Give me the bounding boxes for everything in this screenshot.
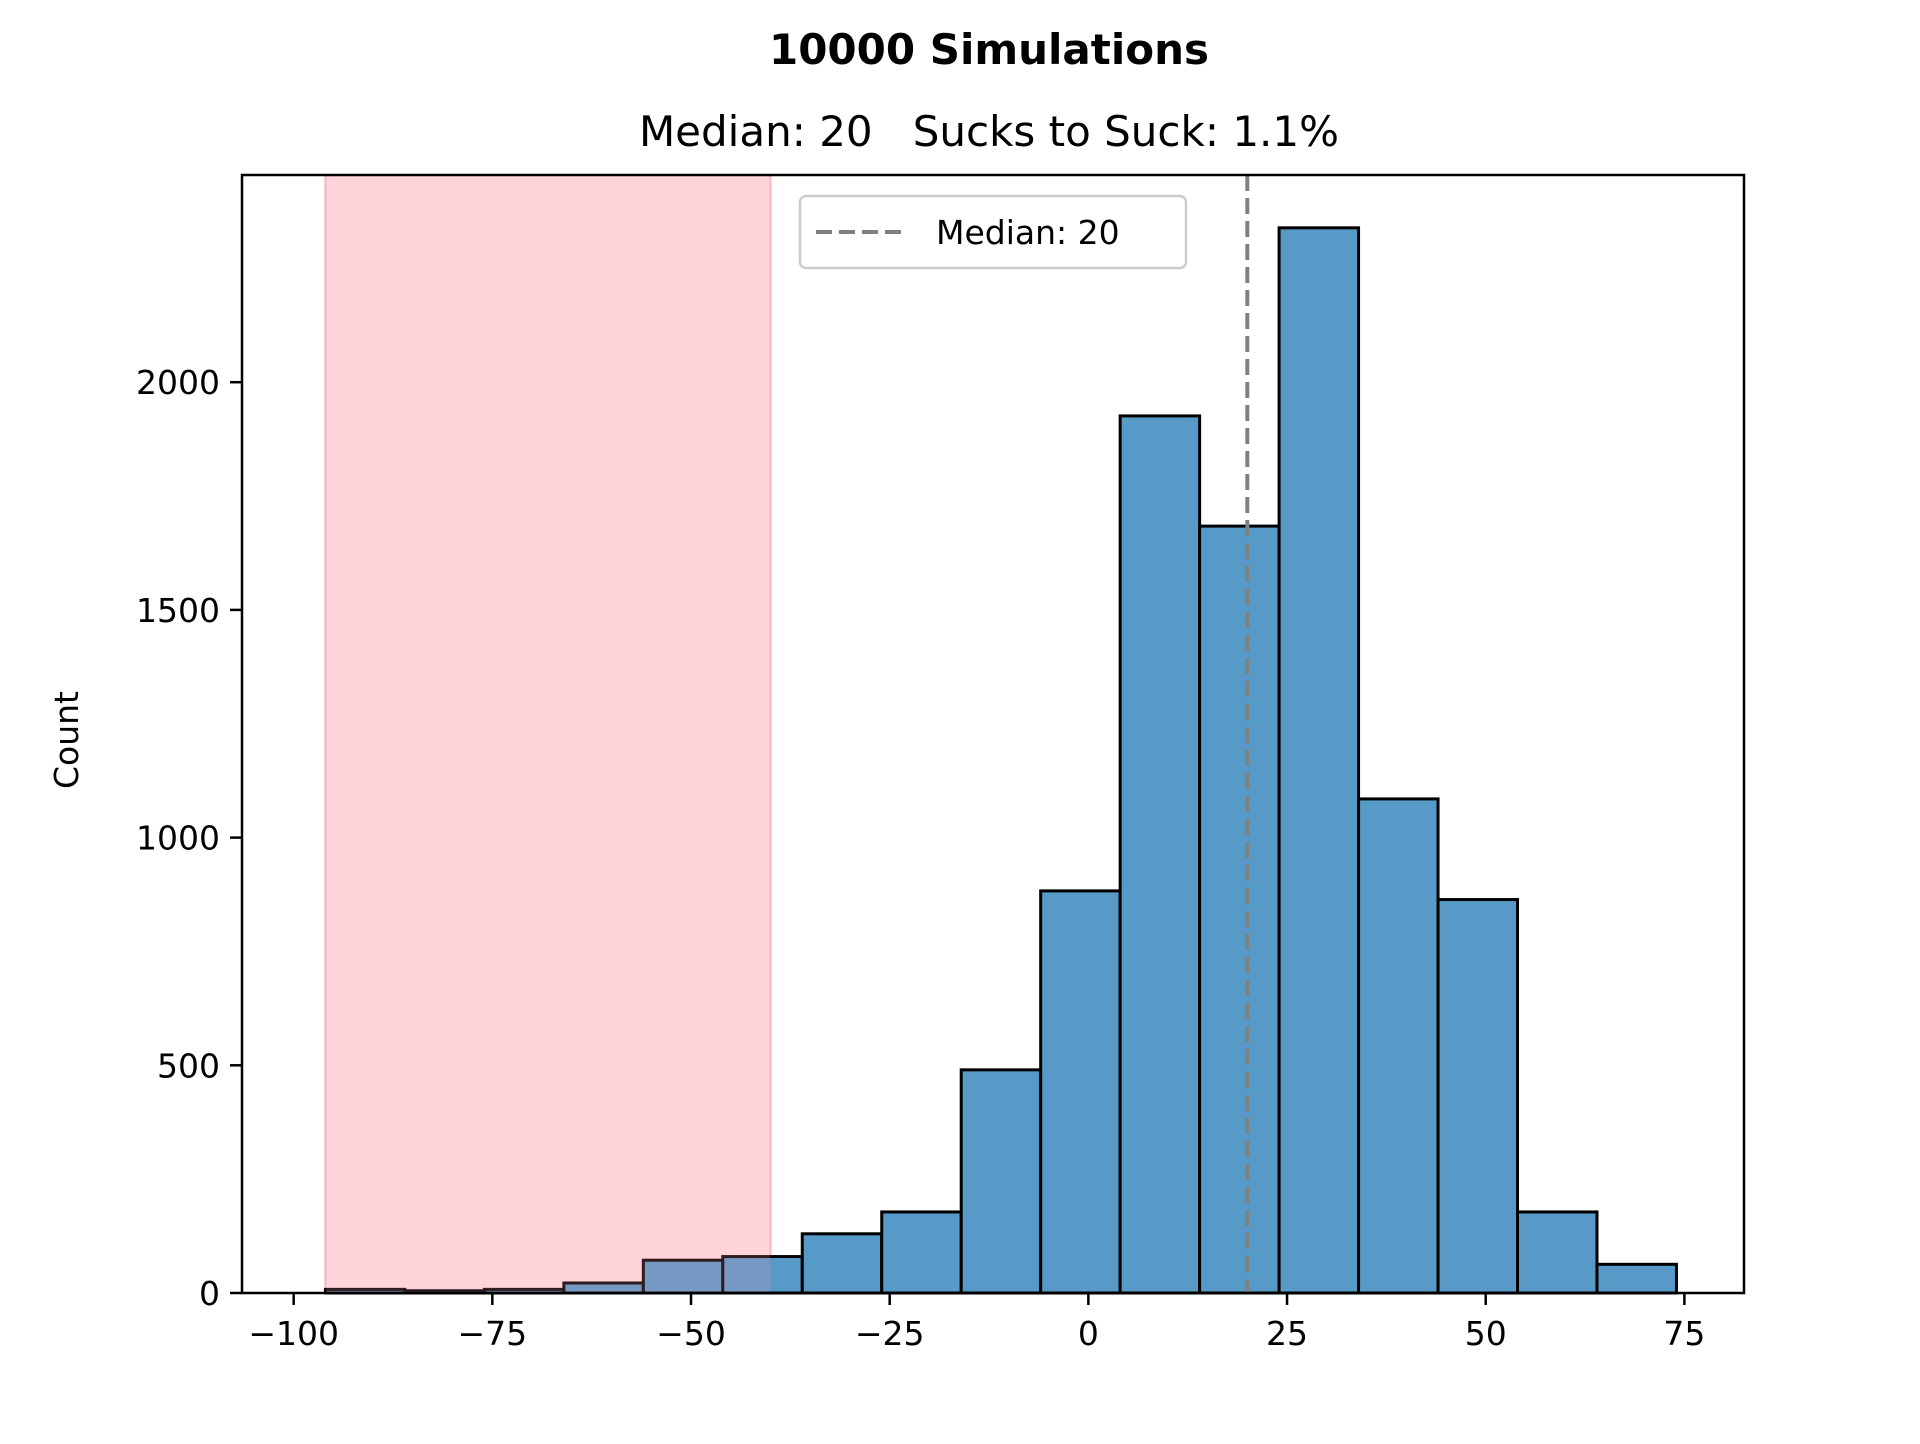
- histogram-bar: [1198, 524, 1281, 1295]
- histogram-bar: [1595, 1262, 1678, 1295]
- histogram-bar: [1516, 1210, 1599, 1295]
- chart-subtitle: Median: 20 Sucks to Suck: 1.1%: [639, 107, 1339, 156]
- y-axis-label: Count: [47, 691, 86, 789]
- plot-frame: [240, 173, 1746, 1295]
- histogram-bar: [641, 1258, 725, 1295]
- histogram-bar: [1436, 898, 1520, 1295]
- histogram-bar: [1118, 414, 1202, 1295]
- chart-title: 10000 Simulations: [769, 25, 1209, 74]
- x-tick-label: −75: [458, 1314, 528, 1353]
- y-tick-label: 2000: [136, 363, 220, 402]
- shaded-region: [324, 174, 772, 1294]
- histogram-bar: [880, 1210, 963, 1295]
- y-tick-label: 1500: [136, 591, 220, 630]
- histogram-bar: [800, 1232, 884, 1295]
- histogram-bar: [1039, 889, 1122, 1295]
- legend-box: [798, 194, 1188, 270]
- histogram-bar: [959, 1068, 1043, 1295]
- x-tick-label: 75: [1663, 1314, 1705, 1353]
- histogram-bar: [1357, 797, 1440, 1295]
- x-tick-label: 0: [1078, 1314, 1099, 1353]
- y-tick-label: 1000: [136, 819, 220, 858]
- y-tick-label: 500: [157, 1046, 220, 1085]
- histogram-bar: [1277, 226, 1361, 1295]
- x-tick-label: −100: [248, 1314, 339, 1353]
- x-tick-label: 50: [1465, 1314, 1507, 1353]
- legend-label: Median: 20: [936, 213, 1120, 252]
- x-tick-label: −50: [656, 1314, 726, 1353]
- y-tick-label: 0: [199, 1274, 220, 1313]
- x-tick-label: −25: [855, 1314, 925, 1353]
- shaded-region-overlay: [325, 175, 771, 1293]
- x-tick-label: 25: [1266, 1314, 1308, 1353]
